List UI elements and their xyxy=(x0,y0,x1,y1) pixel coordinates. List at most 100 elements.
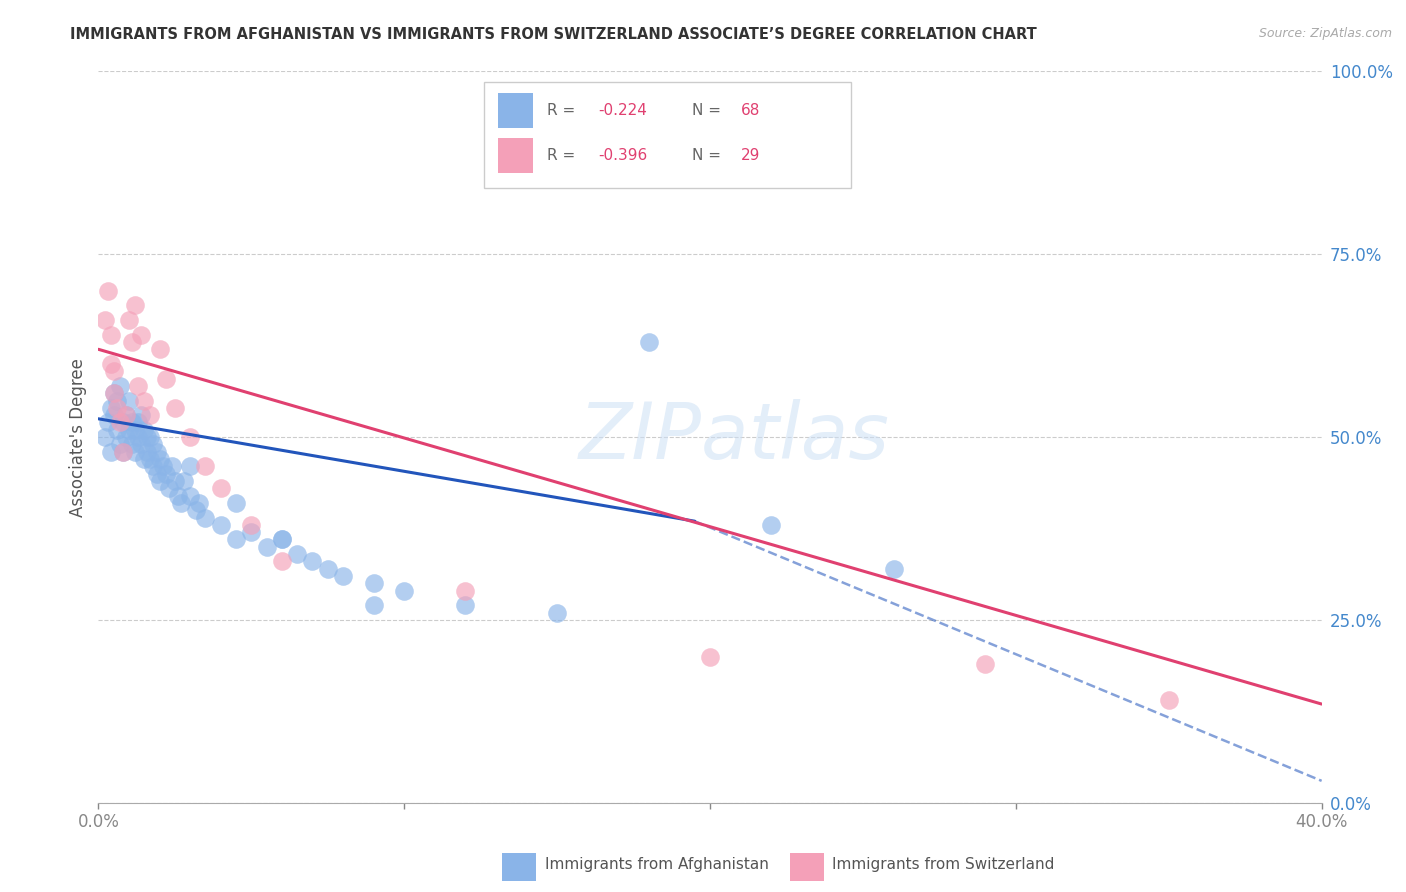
Point xyxy=(105,393,128,408)
Point xyxy=(209,481,232,495)
Point xyxy=(108,437,131,451)
Point xyxy=(118,393,141,408)
Text: N =: N = xyxy=(692,148,725,163)
Point xyxy=(149,452,172,467)
Y-axis label: Associate's Degree: Associate's Degree xyxy=(69,358,87,516)
Point xyxy=(142,437,165,451)
Point xyxy=(194,459,217,474)
Point xyxy=(194,510,217,524)
Point xyxy=(167,489,190,503)
Text: R =: R = xyxy=(547,103,581,118)
FancyBboxPatch shape xyxy=(498,93,533,128)
Point xyxy=(93,313,115,327)
Point xyxy=(118,313,141,327)
Point xyxy=(97,416,120,430)
Point xyxy=(179,430,201,444)
Point xyxy=(332,569,354,583)
Point xyxy=(121,437,143,451)
Point xyxy=(124,298,146,312)
Point xyxy=(301,554,323,568)
Point xyxy=(121,334,143,349)
Point xyxy=(111,444,134,458)
Point xyxy=(454,599,477,613)
Point xyxy=(115,408,138,422)
Point xyxy=(103,408,125,422)
Point xyxy=(454,583,477,598)
Point xyxy=(1157,693,1180,707)
Point xyxy=(270,533,292,547)
Point xyxy=(105,401,128,415)
Point xyxy=(363,599,385,613)
Point xyxy=(127,430,149,444)
Point xyxy=(111,416,134,430)
Point xyxy=(316,562,339,576)
Point xyxy=(121,416,143,430)
Point xyxy=(188,496,211,510)
Point xyxy=(134,393,156,408)
Point xyxy=(179,459,201,474)
Point xyxy=(139,452,162,467)
Point xyxy=(256,540,278,554)
FancyBboxPatch shape xyxy=(502,854,536,881)
Point xyxy=(129,327,152,342)
Point xyxy=(124,423,146,437)
Point xyxy=(118,423,141,437)
Text: Source: ZipAtlas.com: Source: ZipAtlas.com xyxy=(1258,27,1392,40)
Point xyxy=(163,401,186,415)
Point xyxy=(392,583,416,598)
Point xyxy=(157,481,180,495)
Point xyxy=(699,649,721,664)
Point xyxy=(186,503,208,517)
Point xyxy=(170,496,193,510)
FancyBboxPatch shape xyxy=(484,82,851,188)
Point xyxy=(145,467,167,481)
FancyBboxPatch shape xyxy=(790,854,824,881)
Point xyxy=(108,416,131,430)
Point xyxy=(225,496,247,510)
Point xyxy=(225,533,247,547)
Point xyxy=(883,562,905,576)
Point xyxy=(136,444,159,458)
Point xyxy=(115,430,138,444)
Text: Immigrants from Afghanistan: Immigrants from Afghanistan xyxy=(546,857,769,872)
Point xyxy=(240,517,263,532)
Point xyxy=(100,401,122,415)
Point xyxy=(270,554,292,568)
Text: 29: 29 xyxy=(741,148,761,163)
Point xyxy=(100,327,122,342)
Point xyxy=(142,459,165,474)
Point xyxy=(179,489,201,503)
Text: -0.396: -0.396 xyxy=(599,148,648,163)
Point xyxy=(209,517,232,532)
Point xyxy=(103,364,125,378)
Point xyxy=(152,459,174,474)
Point xyxy=(155,467,177,481)
Point xyxy=(100,357,122,371)
Point xyxy=(155,371,177,385)
Text: R =: R = xyxy=(547,148,581,163)
FancyBboxPatch shape xyxy=(498,138,533,173)
Text: -0.224: -0.224 xyxy=(599,103,648,118)
Point xyxy=(105,423,128,437)
Point xyxy=(363,576,385,591)
Point xyxy=(163,474,186,488)
Point xyxy=(127,416,149,430)
Point xyxy=(145,444,167,458)
Point xyxy=(240,525,263,540)
Point xyxy=(136,430,159,444)
Point xyxy=(127,379,149,393)
Point xyxy=(546,606,568,620)
Point xyxy=(160,459,183,474)
Point xyxy=(974,657,997,671)
Point xyxy=(149,343,172,357)
Point xyxy=(270,533,292,547)
Point xyxy=(173,474,195,488)
Text: IMMIGRANTS FROM AFGHANISTAN VS IMMIGRANTS FROM SWITZERLAND ASSOCIATE’S DEGREE CO: IMMIGRANTS FROM AFGHANISTAN VS IMMIGRANT… xyxy=(70,27,1038,42)
Text: ZIPatlas: ZIPatlas xyxy=(579,399,890,475)
Point xyxy=(129,437,152,451)
Point xyxy=(100,444,122,458)
Text: N =: N = xyxy=(692,103,725,118)
Point xyxy=(97,284,120,298)
Point xyxy=(111,444,134,458)
Point xyxy=(115,408,138,422)
